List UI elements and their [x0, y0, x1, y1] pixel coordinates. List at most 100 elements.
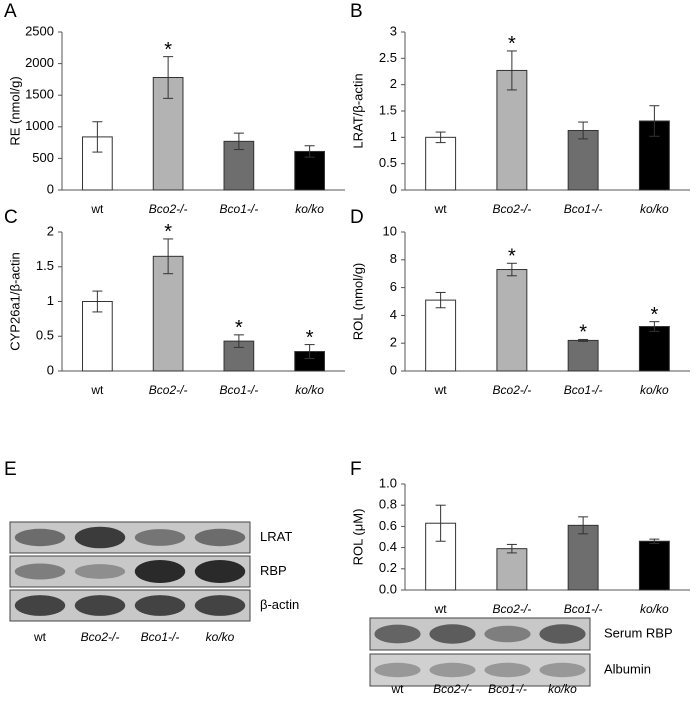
y-tick-label: 1.0 — [379, 475, 397, 490]
y-tick-label: 1500 — [25, 87, 54, 102]
x-tick-label: Bco1-/- — [564, 383, 603, 397]
blot-band — [14, 528, 66, 547]
blot-row-label: Albumin — [604, 661, 651, 676]
panel-letter: B — [350, 1, 363, 22]
y-tick-label: 4 — [390, 307, 397, 322]
blot-band — [134, 560, 186, 583]
blot-lane-label: Bco2-/- — [81, 630, 120, 644]
x-tick-label: wt — [90, 202, 104, 216]
bar — [425, 299, 457, 372]
significance-marker: * — [306, 327, 314, 349]
y-tick-label: 0 — [47, 181, 54, 196]
bar — [82, 301, 113, 372]
significance-marker: * — [508, 246, 516, 268]
y-axis-label: CYP26a1/β-actin — [7, 252, 22, 351]
y-tick-label: 2 — [47, 223, 54, 238]
y-tick-label: 2 — [390, 76, 397, 91]
x-tick-label: ko/ko — [295, 202, 324, 216]
panel-letter: D — [350, 207, 364, 228]
y-tick-label: 2000 — [25, 55, 54, 70]
blot-row-label: LRAT — [260, 529, 292, 544]
blot-band — [14, 563, 66, 580]
blot-band — [194, 595, 246, 616]
blot-band — [74, 595, 126, 616]
x-tick-label: ko/ko — [640, 202, 669, 216]
y-tick-label: 1000 — [25, 118, 54, 133]
blot-band — [429, 662, 476, 678]
blot-band — [14, 595, 66, 616]
bar — [567, 129, 599, 191]
x-tick-label: Bco1-/- — [220, 202, 259, 216]
y-tick-label: 0.2 — [379, 560, 397, 575]
y-tick-label: 1.5 — [36, 258, 54, 273]
y-tick-label: 0 — [390, 362, 397, 377]
x-tick-label: Bco2-/- — [149, 383, 188, 397]
y-tick-label: 0.6 — [379, 518, 397, 533]
bar — [638, 326, 670, 372]
blot-band — [429, 624, 476, 644]
x-tick-label: ko/ko — [640, 383, 669, 397]
blot-band — [134, 595, 186, 616]
x-tick-label: ko/ko — [640, 602, 669, 616]
bar — [223, 140, 255, 191]
blot-band — [484, 625, 531, 643]
blot-band — [134, 529, 186, 546]
y-tick-label: 6 — [390, 279, 397, 294]
bar — [496, 269, 528, 372]
y-tick-label: 8 — [390, 251, 397, 266]
panel-letter: A — [4, 1, 17, 22]
blot-band — [374, 662, 421, 678]
x-tick-label: wt — [90, 383, 104, 397]
y-axis-label: RE (nmol/g) — [7, 76, 22, 145]
significance-marker: * — [164, 221, 172, 243]
blot-lane-label: Bco2-/- — [433, 682, 472, 696]
significance-marker: * — [164, 39, 172, 61]
y-axis-label: LRAT/β-actin — [350, 73, 365, 148]
x-tick-label: Bco2-/- — [149, 202, 188, 216]
y-tick-label: 0 — [47, 362, 54, 377]
y-tick-label: 1.5 — [379, 102, 397, 117]
x-tick-label: Bco1-/- — [220, 383, 259, 397]
x-tick-label: Bco2-/- — [493, 202, 532, 216]
blot-band — [484, 662, 531, 678]
blot-band — [539, 662, 586, 678]
y-tick-label: 0.0 — [379, 581, 397, 596]
x-tick-label: Bco2-/- — [493, 383, 532, 397]
y-tick-label: 10 — [383, 223, 397, 238]
y-tick-label: 2 — [390, 335, 397, 350]
y-tick-label: 3 — [390, 23, 397, 38]
blot-band — [374, 624, 421, 644]
y-tick-label: 0.4 — [379, 539, 397, 554]
bar — [496, 548, 528, 591]
blot-band — [194, 528, 246, 547]
bar — [567, 339, 599, 372]
significance-marker: * — [508, 33, 516, 55]
y-tick-label: 1 — [47, 293, 54, 308]
x-tick-label: Bco2-/- — [493, 602, 532, 616]
y-axis-label: ROL (μM) — [350, 509, 365, 566]
bar — [152, 255, 184, 372]
panel-letter: C — [4, 207, 18, 228]
blot-lane-label: ko/ko — [548, 682, 577, 696]
blot-band — [539, 624, 586, 644]
y-tick-label: 0.5 — [379, 155, 397, 170]
y-tick-label: 500 — [32, 150, 54, 165]
blot-band — [74, 526, 126, 549]
blot-band — [74, 564, 126, 579]
blot-band — [194, 560, 246, 583]
blot-row-label: β-actin — [260, 597, 299, 612]
x-tick-label: wt — [434, 602, 448, 616]
x-tick-label: ko/ko — [295, 383, 324, 397]
blot-lane-label: wt — [33, 630, 47, 644]
blot-row-label: RBP — [260, 563, 287, 578]
y-axis-label: ROL (nmol/g) — [350, 263, 365, 341]
x-tick-label: Bco1-/- — [564, 602, 603, 616]
y-tick-label: 0 — [390, 181, 397, 196]
blot-lane-label: Bco1-/- — [141, 630, 180, 644]
y-tick-label: 2500 — [25, 23, 54, 38]
panel-letter: E — [4, 459, 17, 480]
blot-lane-label: Bco1-/- — [488, 682, 527, 696]
significance-marker: * — [650, 304, 658, 326]
y-tick-label: 2.5 — [379, 50, 397, 65]
